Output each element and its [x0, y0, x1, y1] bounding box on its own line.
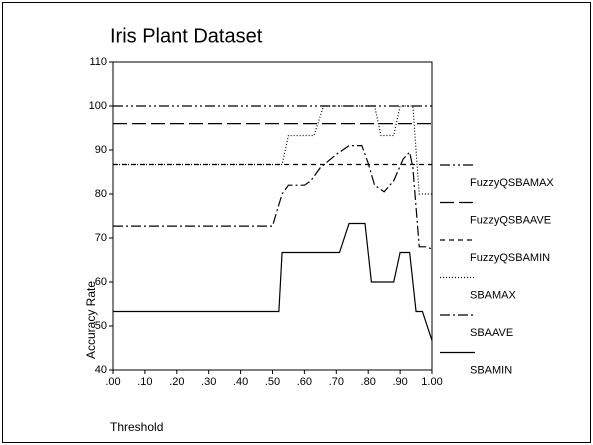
legend-label: SBAMIN [470, 364, 512, 376]
series-line [113, 145, 433, 250]
plot-area [112, 61, 433, 371]
y-tick-label: 50 [95, 320, 107, 332]
x-tick-label: .70 [329, 376, 344, 388]
y-tick-label: 80 [95, 188, 107, 200]
x-tick-label: .80 [361, 376, 376, 388]
x-tick-label: .40 [233, 376, 248, 388]
x-tick-label: .30 [201, 376, 216, 388]
y-tick-label: 70 [95, 232, 107, 244]
y-tick-label: 60 [95, 276, 107, 288]
y-tick-label: 110 [89, 56, 107, 68]
legend-label: SBAMAX [470, 289, 517, 301]
legend-label: FuzzyQSBAAVE [470, 214, 551, 226]
x-tick-label: .10 [137, 376, 152, 388]
x-tick-label: .00 [105, 376, 120, 388]
chart-title: Iris Plant Dataset [110, 25, 263, 47]
legend-label: FuzzyQSBAMIN [470, 252, 550, 264]
x-tick-label: .90 [392, 376, 407, 388]
x-tick-label: .60 [297, 376, 312, 388]
y-tick-label: 40 [95, 364, 107, 376]
legend-label: SBAAVE [470, 327, 513, 339]
y-tick-label: 90 [95, 144, 107, 156]
series-line [113, 105, 432, 195]
x-tick-label: .20 [169, 376, 184, 388]
x-tick-label: 1.00 [421, 376, 442, 388]
y-axis-label: Accuracy Rate [84, 281, 98, 359]
y-tick-label: 100 [89, 100, 107, 112]
x-axis-label: Threshold [110, 420, 163, 434]
x-tick-label: .50 [265, 376, 280, 388]
series-line [113, 222, 433, 341]
legend-label: FuzzyQSBAMAX [470, 177, 554, 189]
